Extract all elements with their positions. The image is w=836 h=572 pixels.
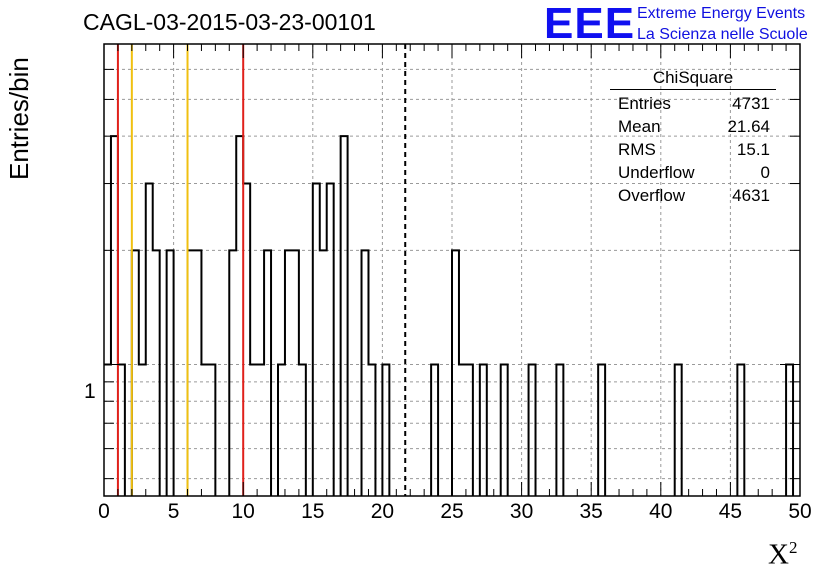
stats-label: Underflow (618, 163, 695, 182)
stats-label: RMS (618, 140, 656, 159)
stats-value: 0 (760, 163, 770, 182)
stats-value: 15.1 (736, 140, 770, 159)
x-tick-label: 10 (231, 500, 255, 523)
axes (103, 43, 801, 497)
eee-logo: EEE (544, 0, 636, 48)
chart-title: CAGL-03-2015-03-23-00101 (83, 9, 376, 35)
x-tick-label: 20 (370, 500, 395, 523)
logo-caption: Extreme Energy Events La Scienza nelle S… (637, 3, 808, 45)
stats-row-mean: Mean 21.64 (610, 115, 776, 138)
logo-line1: Extreme Energy Events (637, 5, 806, 22)
stats-value: 4631 (732, 186, 770, 205)
stats-value: 4731 (732, 94, 770, 113)
x-tick-label: 15 (301, 500, 325, 523)
stats-value: 21.64 (727, 117, 770, 136)
x-axis-label-sup: 2 (788, 538, 798, 557)
x-tick-label: 30 (509, 500, 534, 523)
y-tick-label: 1 (84, 380, 96, 403)
reference-lines (116, 44, 407, 496)
x-tick-label: 0 (98, 500, 110, 523)
stats-row-overflow: Overflow 4631 (610, 184, 776, 207)
x-tick-label: 40 (649, 500, 673, 523)
stats-label: Mean (618, 117, 661, 136)
histogram (104, 135, 795, 496)
x-tick-label: 45 (718, 500, 743, 523)
x-axis-label-main: X (768, 538, 789, 571)
stats-label: Entries (618, 94, 671, 113)
x-tick-label: 5 (167, 500, 180, 523)
stats-box: ChiSquare Entries 4731 Mean 21.64 RMS 15… (610, 68, 776, 207)
x-tick-label: 25 (440, 500, 464, 523)
stats-header: ChiSquare (610, 68, 776, 90)
stats-label: Overflow (618, 186, 686, 205)
logo-line2: La Scienza nelle Scuole (637, 26, 808, 43)
histogram-outline (104, 135, 795, 496)
y-axis-label: Entries/bin (4, 57, 34, 180)
stats-row-underflow: Underflow 0 (610, 161, 776, 184)
x-tick-label: 35 (579, 500, 603, 523)
x-axis-label: X2 (768, 538, 797, 572)
stats-row-rms: RMS 15.1 (610, 138, 776, 161)
x-tick-label: 50 (788, 500, 812, 523)
stats-row-entries: Entries 4731 (610, 92, 776, 115)
